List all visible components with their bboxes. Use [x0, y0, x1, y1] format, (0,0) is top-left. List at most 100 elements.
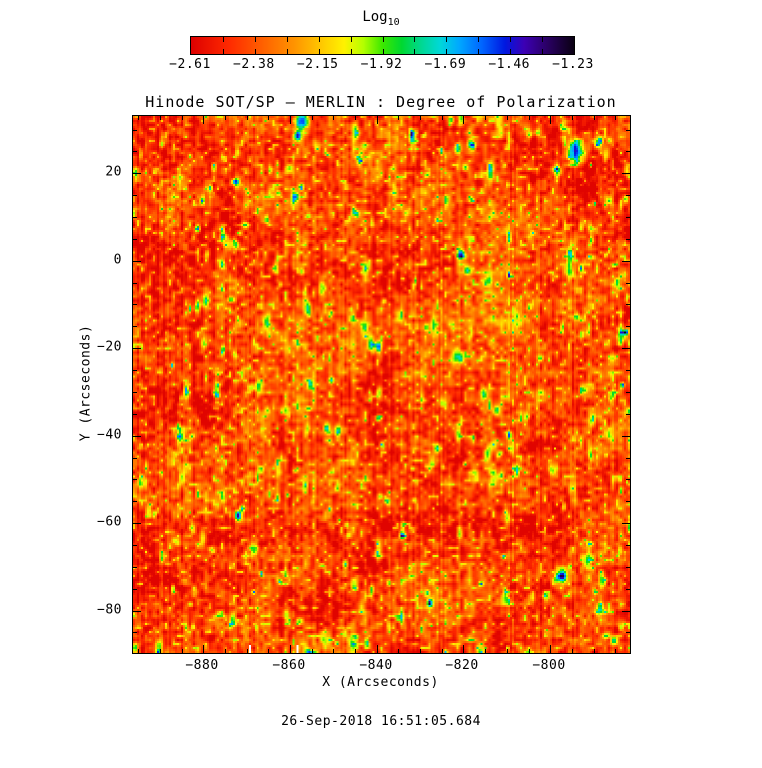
plot-area — [132, 115, 631, 654]
x-minor-tick — [615, 116, 616, 120]
y-minor-tick — [133, 239, 137, 240]
x-minor-tick — [268, 649, 269, 653]
y-tick-label: 20 — [105, 164, 122, 180]
x-minor-tick — [572, 116, 573, 120]
colorbar-tick — [478, 49, 479, 54]
x-minor-tick — [420, 649, 421, 653]
x-minor-tick — [312, 116, 313, 120]
x-minor-tick — [420, 116, 421, 120]
y-minor-tick — [626, 130, 630, 131]
x-major-tick — [550, 116, 551, 124]
y-minor-tick — [133, 501, 137, 502]
y-minor-tick — [626, 304, 630, 305]
colorbar-tick — [223, 37, 224, 42]
x-minor-tick — [182, 116, 183, 120]
x-major-tick — [290, 645, 291, 653]
colorbar-tick — [287, 37, 288, 42]
x-axis-label: X (Arcseconds) — [322, 675, 439, 690]
y-axis-label: Y (Arcseconds) — [78, 324, 94, 442]
colorbar-tick — [478, 37, 479, 42]
y-minor-tick — [626, 370, 630, 371]
x-minor-tick — [507, 649, 508, 653]
x-minor-tick — [138, 116, 139, 120]
y-major-tick — [133, 261, 141, 262]
y-minor-tick — [133, 567, 137, 568]
x-minor-tick — [529, 116, 530, 120]
x-minor-tick — [247, 649, 248, 653]
y-minor-tick — [133, 283, 137, 284]
y-tick-label: −40 — [97, 427, 122, 443]
x-minor-tick — [485, 649, 486, 653]
plot-title: Hinode SOT/SP — MERLIN : Degree of Polar… — [145, 93, 617, 111]
x-axis-tick-labels: −880 −860 −840 −820 −800 — [132, 658, 629, 674]
x-minor-tick — [594, 649, 595, 653]
colorbar-tick — [287, 49, 288, 54]
y-major-tick — [622, 611, 630, 612]
x-major-tick — [550, 645, 551, 653]
y-minor-tick — [626, 326, 630, 327]
y-minor-tick — [133, 632, 137, 633]
x-tick-label: −880 — [185, 658, 219, 673]
colorbar-tick-label: −1.23 — [552, 57, 594, 72]
colorbar-tick — [446, 37, 447, 42]
x-tick-label: −860 — [272, 658, 306, 673]
x-minor-tick — [398, 649, 399, 653]
y-minor-tick — [133, 589, 137, 590]
x-minor-tick — [333, 116, 334, 120]
y-major-tick — [622, 348, 630, 349]
timestamp: 26-Sep-2018 16:51:05.684 — [281, 714, 481, 729]
x-minor-tick — [355, 649, 356, 653]
x-minor-tick — [442, 649, 443, 653]
x-minor-tick — [485, 116, 486, 120]
x-minor-tick — [225, 116, 226, 120]
x-major-tick — [463, 116, 464, 124]
x-minor-tick — [247, 116, 248, 120]
colorbar-tick-label: −2.15 — [296, 57, 339, 72]
y-tick-label: −20 — [97, 339, 122, 355]
y-minor-tick — [133, 217, 137, 218]
colorbar-tick-label: −1.92 — [360, 57, 403, 72]
y-minor-tick — [626, 283, 630, 284]
y-tick-label: −80 — [97, 602, 122, 618]
colorbar-tick — [351, 49, 352, 54]
polarization-heatmap — [133, 116, 630, 653]
x-major-tick — [377, 645, 378, 653]
x-minor-tick — [572, 649, 573, 653]
x-minor-tick — [442, 116, 443, 120]
colorbar-tick — [383, 49, 384, 54]
y-minor-tick — [133, 414, 137, 415]
y-minor-tick — [626, 239, 630, 240]
y-minor-tick — [626, 195, 630, 196]
y-minor-tick — [626, 414, 630, 415]
y-minor-tick — [133, 195, 137, 196]
y-major-tick — [622, 436, 630, 437]
x-tick-label: −800 — [532, 658, 566, 673]
x-minor-tick — [160, 116, 161, 120]
y-minor-tick — [133, 304, 137, 305]
y-major-tick — [133, 348, 141, 349]
y-minor-tick — [133, 479, 137, 480]
colorbar-tick-label: −1.69 — [424, 57, 467, 72]
x-minor-tick — [333, 649, 334, 653]
x-minor-tick — [138, 649, 139, 653]
x-minor-tick — [355, 116, 356, 120]
y-major-tick — [622, 523, 630, 524]
colorbar-tick — [446, 49, 447, 54]
y-minor-tick — [133, 392, 137, 393]
y-minor-tick — [626, 501, 630, 502]
x-major-tick — [203, 116, 204, 124]
colorbar-tick — [319, 49, 320, 54]
y-minor-tick — [133, 326, 137, 327]
x-major-tick — [203, 645, 204, 653]
y-minor-tick — [133, 130, 137, 131]
colorbar-tick — [223, 49, 224, 54]
x-minor-tick — [398, 116, 399, 120]
x-minor-tick — [507, 116, 508, 120]
y-minor-tick — [626, 589, 630, 590]
colorbar-tick-label: −2.61 — [169, 57, 211, 72]
colorbar-tick — [319, 37, 320, 42]
colorbar-tick — [414, 37, 415, 42]
y-minor-tick — [626, 632, 630, 633]
y-minor-tick — [133, 370, 137, 371]
